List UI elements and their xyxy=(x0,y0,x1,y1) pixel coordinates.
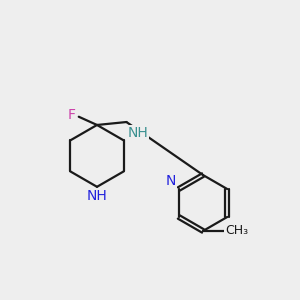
Text: CH₃: CH₃ xyxy=(225,224,248,238)
Text: NH: NH xyxy=(128,126,149,140)
Text: N: N xyxy=(166,173,176,188)
Text: F: F xyxy=(67,108,75,122)
Text: NH: NH xyxy=(87,189,107,203)
